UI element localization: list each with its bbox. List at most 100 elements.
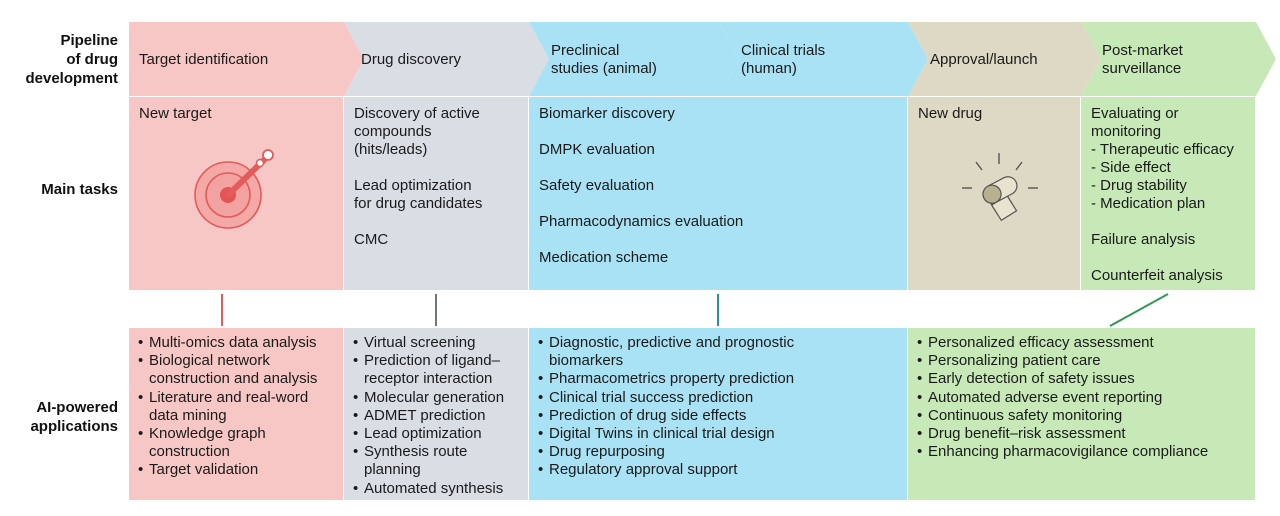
- ai-list-item: Prediction of drug side effects: [537, 407, 901, 425]
- ai-list-clinical: Diagnostic, predictive and prognosticbio…: [537, 334, 901, 480]
- stage-label-target-identification: Target identification: [139, 51, 268, 69]
- row-label-pipeline: Pipeline of drug development: [0, 31, 118, 88]
- ai-list-item-line: Virtual screening: [364, 334, 476, 351]
- ai-list-item-line: Early detection of safety issues: [928, 370, 1135, 388]
- ai-list-item: Molecular generation: [352, 389, 522, 407]
- task-item: Medication scheme: [539, 249, 669, 266]
- ai-list-item-line: Digital Twins in clinical trial design: [549, 425, 775, 443]
- task-item: - Medication plan: [1091, 195, 1206, 212]
- ai-list-item-line: planning: [364, 461, 421, 479]
- ai-list-item-line: data mining: [149, 406, 227, 424]
- ai-list-item-line: Personalizing patient care: [928, 352, 1101, 370]
- connector-lines: [221, 293, 1169, 327]
- stage-label-line: Preclinical: [551, 42, 620, 59]
- ai-list-item-line: construction: [149, 443, 230, 461]
- ai-list-item-line: Diagnostic, predictive and prognostic: [549, 334, 795, 351]
- task-item: Counterfeit analysis: [1091, 267, 1223, 284]
- row-label-ai: AI-powered applications: [0, 398, 118, 436]
- stage-label-line: studies (animal): [551, 60, 657, 77]
- ai-list-item: Enhancing pharmacovigilance compliance: [916, 443, 1249, 461]
- ai-list-item-line: Lead optimization: [364, 425, 482, 443]
- task-item: Lead optimization: [354, 177, 472, 194]
- ai-list-item: Automated adverse event reporting: [916, 389, 1249, 407]
- task-item: monitoring: [1091, 123, 1162, 140]
- ai-list-item: Clinical trial success prediction: [537, 389, 901, 407]
- stage-label-drug-discovery: Drug discovery: [361, 51, 461, 69]
- ai-list-item: Personalizing patient care: [916, 352, 1249, 370]
- ai-cell-postmarket: Personalized efficacy assessmentPersonal…: [908, 328, 1255, 500]
- task-item: Pharmacodynamics evaluation: [539, 213, 744, 230]
- task-item: compounds: [354, 123, 432, 140]
- task-item: Biomarker discovery: [539, 105, 675, 122]
- task-item: Safety evaluation: [539, 177, 655, 194]
- task-cell-preclinical-clinical: Biomarker discovery DMPK evaluation Safe…: [529, 97, 907, 290]
- ai-list-item-line: Drug benefit–risk assessment: [928, 425, 1126, 443]
- ai-list-discovery: Virtual screeningPrediction of ligand–re…: [352, 334, 522, 498]
- task-cell-postmarket: Evaluating or monitoring - Therapeutic e…: [1081, 97, 1255, 290]
- ai-list-item: Pharmacometrics property prediction: [537, 370, 901, 388]
- ai-cell-clinical: Diagnostic, predictive and prognosticbio…: [529, 328, 907, 500]
- row-label-pipeline-line: development: [25, 70, 118, 87]
- ai-list-item: Lead optimization: [352, 425, 522, 443]
- ai-list-item: Early detection of safety issues: [916, 370, 1249, 388]
- task-item: DMPK evaluation: [539, 141, 655, 158]
- task-item: (hits/leads): [354, 141, 428, 158]
- ai-list-item-line: Clinical trial success prediction: [549, 388, 754, 406]
- stage-label-line: (human): [741, 60, 797, 77]
- ai-list-item: Prediction of ligand–receptor interactio…: [352, 352, 522, 388]
- stage-label-line: Drug discovery: [361, 51, 462, 68]
- chevron-target-identification: [129, 22, 364, 96]
- ai-list-item: Digital Twins in clinical trial design: [537, 425, 901, 443]
- ai-list-item-line: ADMET prediction: [364, 406, 486, 424]
- ai-list-item-line: Literature and real-word: [149, 388, 309, 406]
- row-label-pipeline-line: Pipeline: [60, 32, 118, 49]
- chevron-approval: [908, 22, 1101, 96]
- task-item: New drug: [918, 105, 983, 122]
- stage-label-line: Approval/launch: [930, 51, 1038, 68]
- ai-list-item-line: Multi-omics data analysis: [149, 334, 317, 351]
- task-item: Discovery of active: [354, 105, 480, 122]
- stage-label-line: Target identification: [139, 51, 269, 68]
- ai-list-item-line: Synthesis route: [364, 443, 468, 461]
- ai-list-item: Regulatory approval support: [537, 461, 901, 479]
- ai-list-item: Automated synthesis: [352, 480, 522, 498]
- pipeline-chevrons: [129, 22, 1276, 96]
- stage-label-preclinical: Preclinical studies (animal): [551, 42, 657, 78]
- ai-list-item: Diagnostic, predictive and prognosticbio…: [537, 334, 901, 370]
- task-item: Evaluating or: [1091, 105, 1179, 122]
- task-item: - Therapeutic efficacy: [1091, 141, 1234, 158]
- connector-postmarket: [1109, 293, 1169, 327]
- ai-list-item-line: biomarkers: [549, 352, 624, 370]
- stage-label-line: surveillance: [1102, 60, 1182, 77]
- target-dart-icon: [194, 149, 274, 229]
- ai-list-item-line: Target validation: [149, 461, 259, 479]
- ai-list-item-line: Regulatory approval support: [549, 461, 738, 479]
- ai-list-item-line: Molecular generation: [364, 388, 505, 406]
- ai-list-item-line: Knowledge graph: [149, 425, 266, 443]
- pill-capsule-icon: [962, 153, 1038, 222]
- chevron-post-market: [1081, 22, 1276, 96]
- ai-cell-discovery: Virtual screeningPrediction of ligand–re…: [344, 328, 528, 500]
- stage-label-approval: Approval/launch: [930, 51, 1038, 69]
- ai-list-item: Continuous safety monitoring: [916, 407, 1249, 425]
- ai-list-item-line: construction and analysis: [149, 370, 318, 388]
- task-item: - Drug stability: [1091, 177, 1187, 194]
- ai-list-item-line: Automated adverse event reporting: [928, 388, 1163, 406]
- task-item: for drug candidates: [354, 195, 483, 212]
- stage-label-post-market: Post-market surveillance: [1102, 42, 1183, 78]
- ai-list-item-line: Enhancing pharmacovigilance compliance: [928, 443, 1209, 461]
- task-item: CMC: [354, 231, 389, 248]
- ai-list-target: Multi-omics data analysisBiological netw…: [137, 334, 337, 480]
- ai-list-item: ADMET prediction: [352, 407, 522, 425]
- stage-label-line: Clinical trials: [741, 42, 826, 59]
- ai-list-item: Personalized efficacy assessment: [916, 334, 1249, 352]
- ai-list-item-line: Drug repurposing: [549, 443, 665, 461]
- ai-list-item-line: Continuous safety monitoring: [928, 406, 1123, 424]
- ai-list-item: Drug repurposing: [537, 443, 901, 461]
- task-cell-discovery: Discovery of active compounds (hits/lead…: [344, 97, 528, 290]
- ai-list-item-line: Automated synthesis: [364, 479, 504, 497]
